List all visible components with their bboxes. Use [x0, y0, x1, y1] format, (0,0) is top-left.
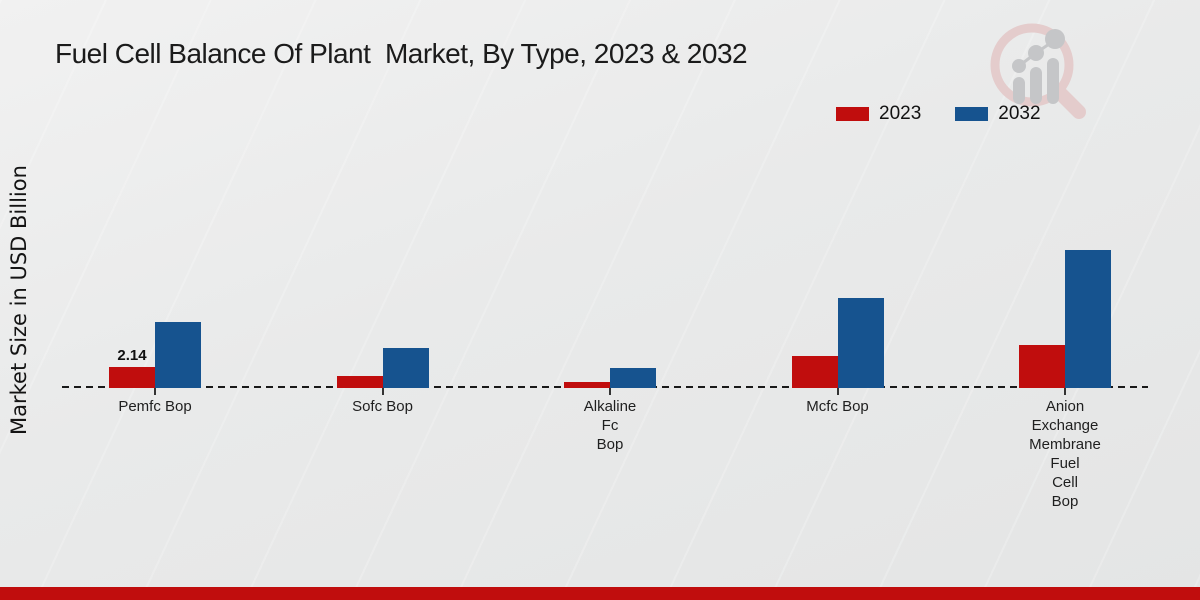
bar-2023-mcfc-bop [791, 356, 838, 388]
x-axis-tick [154, 388, 156, 395]
category-label: Sofc Bop [352, 398, 413, 415]
bar-2032-alkaline-fc-bop [610, 368, 656, 388]
category-label: Mcfc Bop [806, 398, 869, 415]
bar-2023-sofc-bop [336, 376, 383, 388]
bar-2023-alkaline-fc-bop [564, 382, 610, 388]
legend-item-2023: 2023 [836, 103, 921, 125]
x-axis-tick [381, 388, 384, 395]
bar-2032-mcfc-bop [837, 298, 884, 388]
bar-2032-anion-exchange-membrane-fuel-cell-bop [1065, 250, 1111, 388]
footer-accent-bar [0, 587, 1200, 600]
magnifier-bar-chart-logo-icon [990, 23, 1086, 119]
legend-label-2032: 2032 [998, 103, 1041, 124]
x-axis-tick [836, 388, 839, 395]
chart-title: Fuel Cell Balance Of Plant Market, By Ty… [55, 38, 748, 69]
category-label: Anion Exchange Membrane Fuel Cell Bop [1029, 398, 1101, 510]
legend-swatch-2032 [955, 107, 989, 121]
legend-item-2032: 2032 [955, 103, 1041, 125]
legend-swatch-2023 [836, 107, 869, 121]
category-label: Alkaline Fc Bop [583, 398, 637, 453]
bar-2023-pemfc-bop [109, 367, 155, 388]
legend-label-2023: 2023 [879, 103, 922, 124]
bar-value-label: 2.14 [117, 347, 147, 364]
bar-2032-pemfc-bop [155, 322, 201, 388]
category-label: Pemfc Bop [118, 398, 192, 415]
bar-2032-sofc-bop [382, 348, 429, 388]
x-axis-tick [1064, 388, 1066, 395]
x-axis-tick [609, 388, 611, 395]
legend: 2023 2032 [836, 103, 1041, 125]
bar-2023-anion-exchange-membrane-fuel-cell-bop [1019, 345, 1065, 388]
